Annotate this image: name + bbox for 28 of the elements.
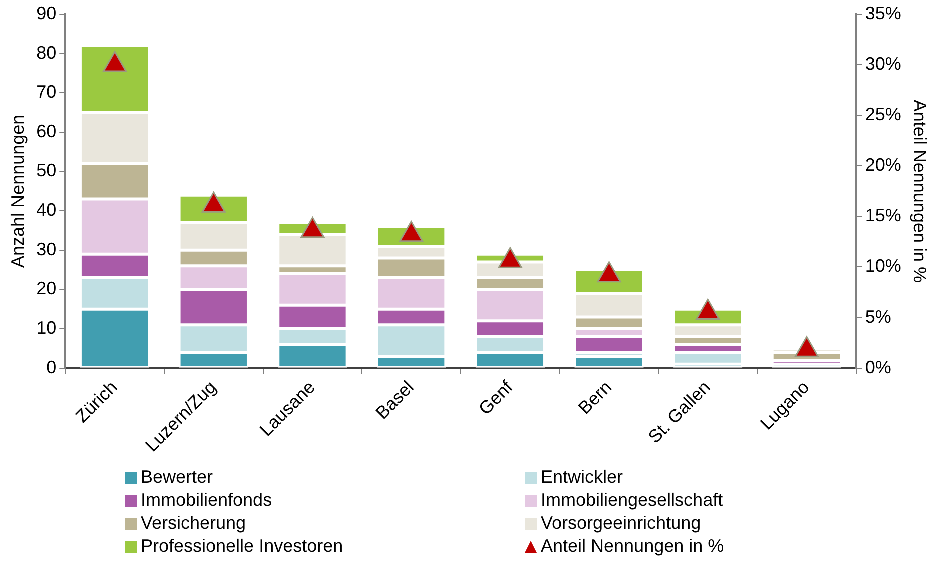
y-tick-label: 70	[36, 82, 57, 102]
y-axis-title: Anzahl Nennungen	[8, 114, 28, 268]
y-tick-label: 50	[36, 160, 57, 181]
legend-label: Professionelle Investoren	[141, 536, 344, 557]
legend-label: Anteil Nennungen in %	[541, 536, 724, 557]
y-tick-label: 20	[36, 278, 57, 299]
y-tick-label: 10	[36, 318, 57, 338]
legend-label: Bewerter	[141, 467, 214, 488]
legend-label: Immobilienfonds	[141, 490, 272, 511]
y2-tick-label: 20%	[865, 155, 902, 176]
y-tick-label: 90	[36, 3, 57, 24]
y2-tick-label: 15%	[865, 206, 902, 226]
legend-label: Immobiliengesellschaft	[541, 490, 724, 511]
y-tick-label: 30	[36, 239, 57, 260]
legend-label: Versicherung	[141, 513, 246, 534]
legend-label: Entwickler	[541, 467, 624, 488]
y-tick-label: 40	[36, 200, 57, 220]
y2-tick-label: 25%	[865, 104, 902, 125]
y-tick-label: 60	[36, 121, 57, 142]
y2-tick-label: 35%	[865, 3, 902, 24]
legend-label: Vorsorgeeinrichtung	[541, 513, 702, 534]
y-tick-label: 80	[36, 42, 57, 63]
y2-tick-label: 10%	[865, 256, 902, 276]
y2-tick-label: 5%	[865, 306, 892, 327]
y2-tick-label: 30%	[865, 54, 902, 74]
y2-axis-title: Anteil Nennungen in %	[910, 100, 930, 283]
y-tick-label: 0	[46, 357, 57, 378]
y2-tick-label: 0%	[865, 357, 892, 378]
